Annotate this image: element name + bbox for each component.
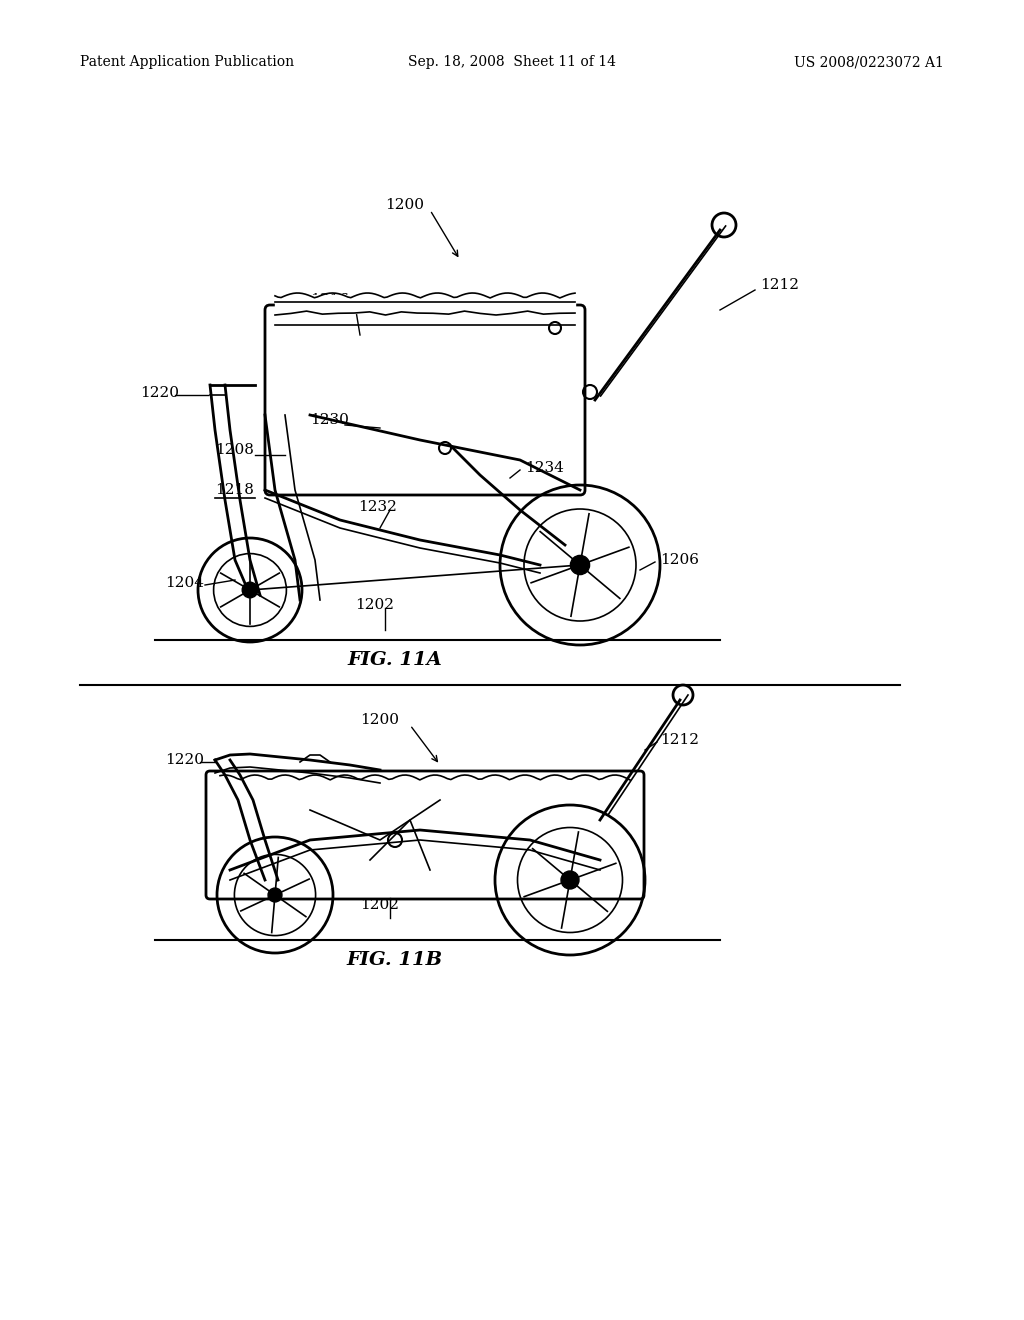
Text: 1216: 1216 xyxy=(310,293,349,308)
Text: 1204: 1204 xyxy=(165,576,204,590)
Text: 1202: 1202 xyxy=(360,898,399,912)
Circle shape xyxy=(570,556,590,574)
Text: Sep. 18, 2008  Sheet 11 of 14: Sep. 18, 2008 Sheet 11 of 14 xyxy=(408,55,616,69)
Text: 1230: 1230 xyxy=(310,413,349,426)
Circle shape xyxy=(268,888,282,902)
Text: FIG. 11B: FIG. 11B xyxy=(347,950,443,969)
Text: 1200: 1200 xyxy=(360,713,399,727)
Circle shape xyxy=(243,582,258,598)
Text: 1212: 1212 xyxy=(760,279,799,292)
Text: 1206: 1206 xyxy=(660,553,699,568)
Text: 1202: 1202 xyxy=(355,598,394,612)
Circle shape xyxy=(561,871,579,888)
Text: 1200: 1200 xyxy=(385,198,424,213)
Text: FIG. 11A: FIG. 11A xyxy=(347,651,442,669)
Text: 1220: 1220 xyxy=(165,752,204,767)
Text: 1232: 1232 xyxy=(358,500,397,513)
Text: 1208: 1208 xyxy=(215,444,254,457)
Text: Patent Application Publication: Patent Application Publication xyxy=(80,55,294,69)
Text: 1220: 1220 xyxy=(140,385,179,400)
Text: US 2008/0223072 A1: US 2008/0223072 A1 xyxy=(795,55,944,69)
Text: 1212: 1212 xyxy=(660,733,699,747)
Text: 1218: 1218 xyxy=(215,483,254,498)
Text: 1234: 1234 xyxy=(525,461,564,475)
